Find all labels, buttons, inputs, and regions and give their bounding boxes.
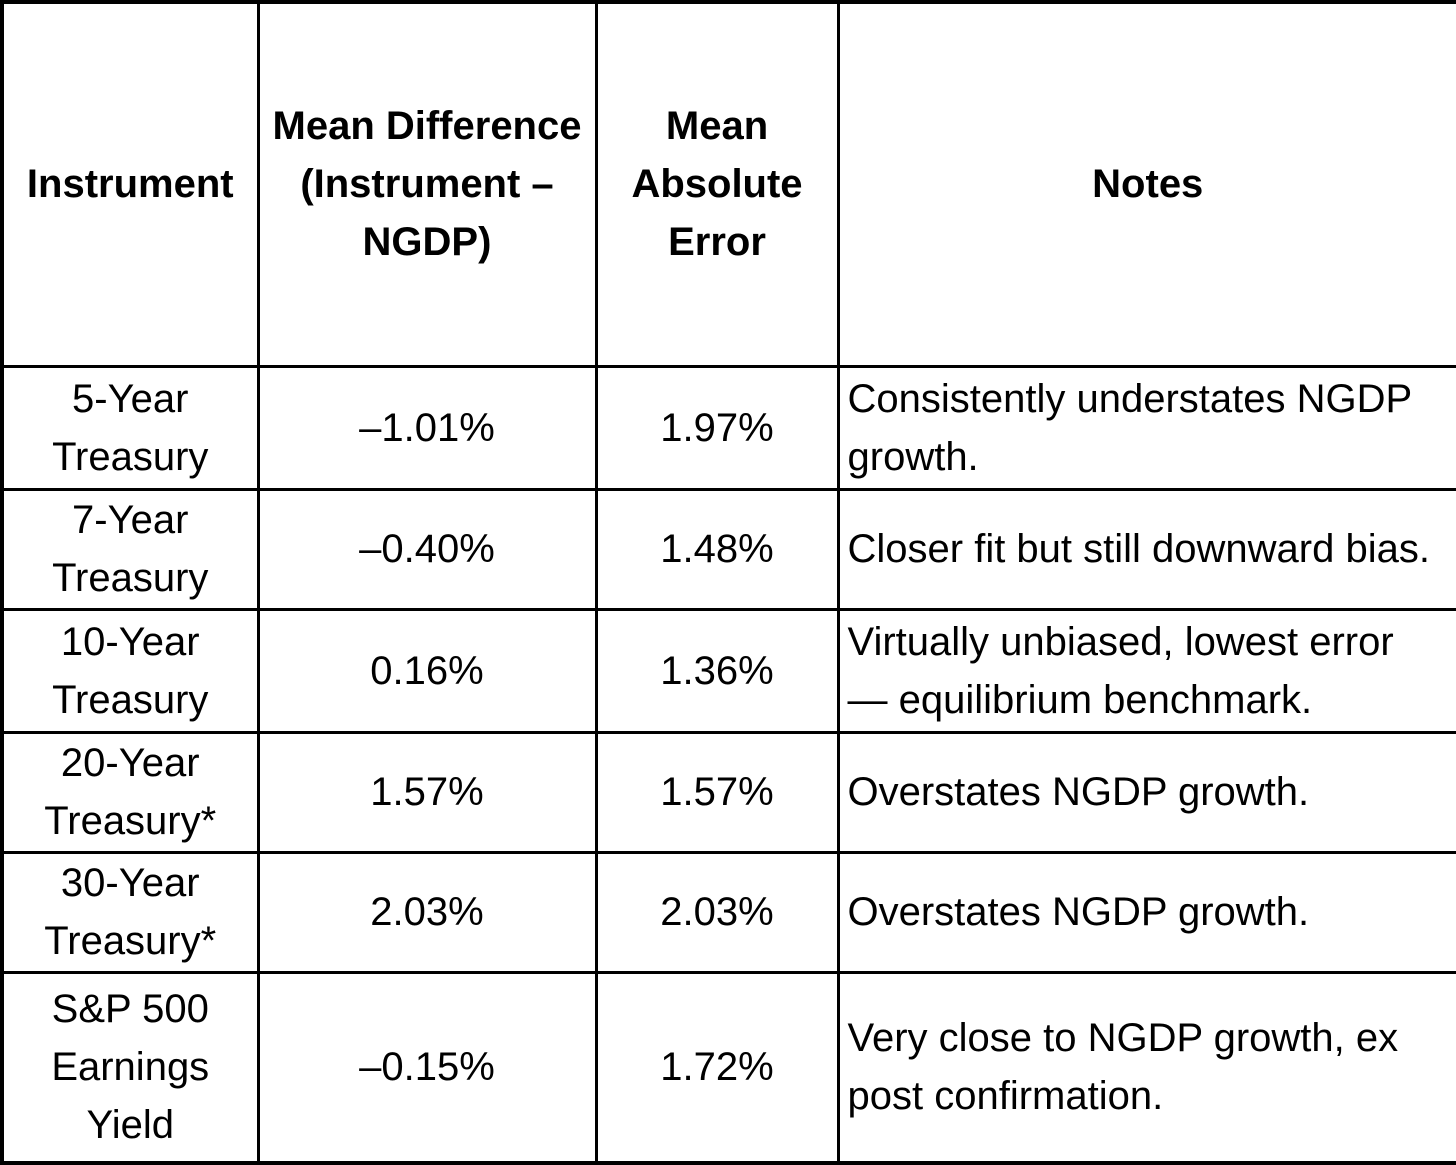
cell-mean_difference: –0.15% xyxy=(256,970,598,1165)
cell-notes: Closer fit but still downward bias. xyxy=(836,487,1456,611)
cell-notes: Very close to NGDP growth, ex post confi… xyxy=(836,970,1456,1165)
table-row: 7-Year Treasury –0.40% 1.48% Closer fit but… xyxy=(0,487,1456,611)
cell-mean_absolute_error: 1.57% xyxy=(594,730,840,854)
cell-mean_difference: 2.03% xyxy=(256,850,598,974)
table-row: S&P 500 Earnings Yield –0.15% 1.72% Very cl… xyxy=(0,970,1456,1165)
table-body: 5-Year Treasury –1.01% 1.97% Consistently u… xyxy=(0,364,1456,1165)
cell-mean_absolute_error: 1.97% xyxy=(594,364,840,491)
column-header-mean_difference: Mean Difference (Instrument – NGDP) xyxy=(256,0,598,368)
cell-mean_difference: 0.16% xyxy=(256,607,598,734)
cell-instrument: 5-Year Treasury xyxy=(0,364,260,491)
cell-instrument: 20-Year Treasury* xyxy=(0,730,260,854)
cell-mean_difference: –1.01% xyxy=(256,364,598,491)
table-row: 5-Year Treasury –1.01% 1.97% Consistently u… xyxy=(0,364,1456,491)
cell-instrument: S&P 500 Earnings Yield xyxy=(0,970,260,1165)
column-header-instrument: Instrument xyxy=(0,0,260,368)
cell-mean_absolute_error: 1.72% xyxy=(594,970,840,1165)
cell-mean_difference: –0.40% xyxy=(256,487,598,611)
cell-instrument: 10-Year Treasury xyxy=(0,607,260,734)
column-header-notes: Notes xyxy=(836,0,1456,368)
cell-mean_absolute_error: 2.03% xyxy=(594,850,840,974)
cell-mean_difference: 1.57% xyxy=(256,730,598,854)
cell-mean_absolute_error: 1.48% xyxy=(594,487,840,611)
table-row: 30-Year Treasury* 2.03% 2.03% Overstates NG… xyxy=(0,850,1456,974)
cell-mean_absolute_error: 1.36% xyxy=(594,607,840,734)
cell-notes: Virtually unbiased, lowest error — equil… xyxy=(836,607,1456,734)
column-header-mean_absolute_error: Mean Absolute Error xyxy=(594,0,840,368)
header-row: Instrument Mean Difference (Instrument – … xyxy=(0,0,1456,368)
cell-notes: Overstates NGDP growth. xyxy=(836,850,1456,974)
cell-instrument: 7-Year Treasury xyxy=(0,487,260,611)
cell-notes: Overstates NGDP growth. xyxy=(836,730,1456,854)
cell-notes: Consistently understates NGDP growth. xyxy=(836,364,1456,491)
table-row: 10-Year Treasury 0.16% 1.36% Virtually unbi… xyxy=(0,607,1456,734)
cell-instrument: 30-Year Treasury* xyxy=(0,850,260,974)
table-row: 20-Year Treasury* 1.57% 1.57% Overstates NG… xyxy=(0,730,1456,854)
